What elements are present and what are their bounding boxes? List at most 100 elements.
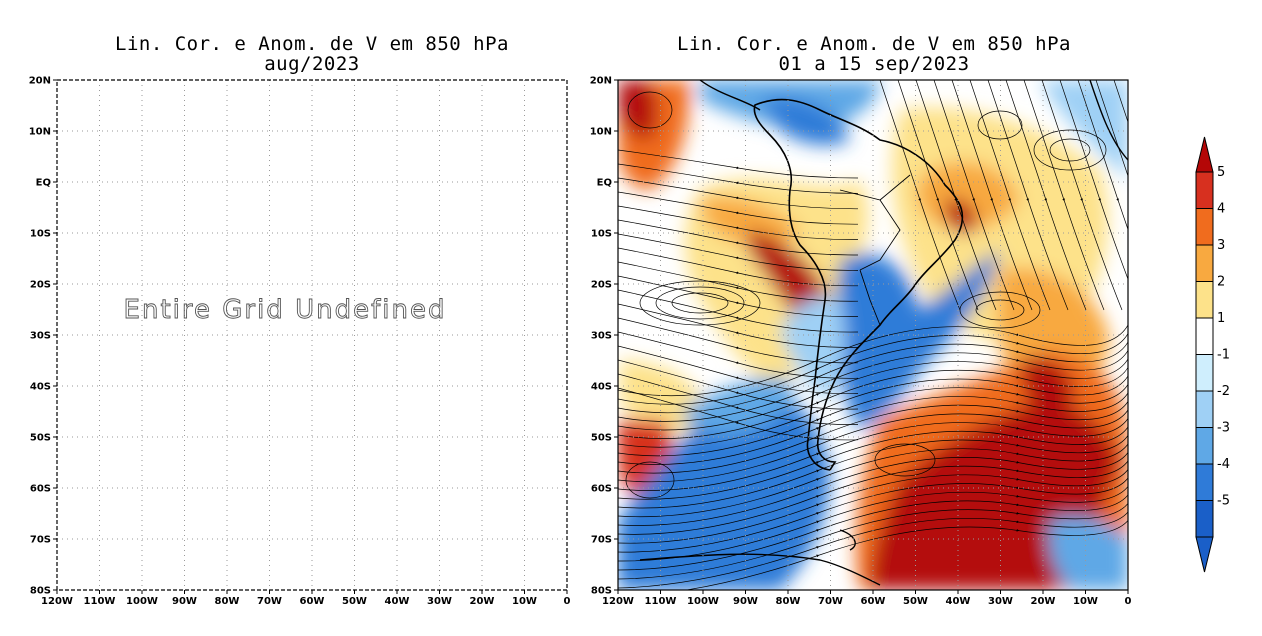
colorbar-label: -2 xyxy=(1217,384,1230,399)
streamline-vortex xyxy=(1033,129,1107,171)
left-y-tick-label: 10S xyxy=(30,229,51,240)
left-title-line2: aug/2023 xyxy=(264,53,360,75)
streamline xyxy=(618,375,1128,448)
streamline xyxy=(618,275,859,317)
right-x-tick-label: 20W xyxy=(1031,596,1056,607)
colorbar-label: 5 xyxy=(1217,165,1225,180)
streamline xyxy=(618,177,859,210)
streamline xyxy=(618,367,1128,439)
right-y-tick-label: 60S xyxy=(591,484,612,495)
right-x-tick-label: 80W xyxy=(776,596,801,607)
right-x-tick-label: 30W xyxy=(988,596,1013,607)
right-y-tick-label: EQ xyxy=(597,178,612,189)
streamline xyxy=(897,80,979,311)
streamline xyxy=(618,350,1128,422)
right-y-tick-label: 20N xyxy=(590,76,612,87)
streamline xyxy=(1005,80,1087,311)
left-map-panel: Entire Grid Undefined 120W 110W 100W 90W 80W… xyxy=(29,76,571,608)
anomaly-negative-2b xyxy=(680,377,793,434)
right-y-tick-label: 80S xyxy=(591,586,612,597)
anomaly-strong-positive-4 xyxy=(618,80,658,140)
anomaly-negative-1b xyxy=(1040,80,1128,180)
streamline xyxy=(618,503,1128,580)
streamline-vortex xyxy=(627,91,673,129)
right-y-tick-label: 40S xyxy=(591,382,612,393)
left-y-tick-label: 50S xyxy=(30,433,51,444)
left-x-tick-label: 70W xyxy=(257,596,282,607)
colorbar-segment xyxy=(1195,317,1214,355)
right-title-line1: Lin. Cor. e Anom. de V em 850 hPa xyxy=(677,33,1071,55)
right-x-tick-label: 90W xyxy=(733,596,758,607)
left-x-tick-label: 60W xyxy=(300,596,325,607)
country-borders xyxy=(839,174,911,326)
colorbar-label: 4 xyxy=(1217,202,1225,217)
streamline-vortex xyxy=(1049,138,1091,162)
streamline xyxy=(933,80,1015,311)
right-x-tick-label: 50W xyxy=(903,596,928,607)
colorbar-label: -3 xyxy=(1217,421,1230,436)
africa-outline xyxy=(1089,80,1128,161)
colorbar-segment xyxy=(1195,244,1214,282)
central-america-outline xyxy=(699,80,761,111)
right-x-tick-label: 110W xyxy=(645,596,677,607)
right-x-tick-label: 60W xyxy=(861,596,886,607)
streamline xyxy=(618,205,859,240)
streamline xyxy=(618,149,859,179)
anomaly-strong-positive-3 xyxy=(1020,357,1075,407)
right-x-tick-label: 0 xyxy=(1125,596,1132,607)
colorbar-label: -5 xyxy=(1217,494,1230,509)
streamline xyxy=(618,443,1128,518)
streamline xyxy=(618,324,1128,397)
anomaly-negative-2 xyxy=(618,388,830,590)
streamline-vortex xyxy=(639,280,761,326)
streamline xyxy=(618,460,1128,535)
streamline xyxy=(1113,80,1128,124)
streamline xyxy=(618,384,1128,457)
streamlines xyxy=(618,80,1128,590)
left-panel-title: Lin. Cor. e Anom. de V em 850 hPa aug/20… xyxy=(56,34,568,74)
streamline-vortex xyxy=(959,291,1041,329)
streamline xyxy=(1059,80,1128,281)
right-y-tick-label: 30S xyxy=(591,331,612,342)
colorbar: 5 4 3 2 1 -1 -2 -3 -4 -5 xyxy=(1195,136,1230,573)
right-x-tick-label: 10W xyxy=(1073,596,1098,607)
left-y-tick-label: 20S xyxy=(30,280,51,291)
left-x-tick-label: 80W xyxy=(215,596,240,607)
colorbar-segment xyxy=(1195,281,1214,319)
streamline xyxy=(618,233,859,271)
left-grid xyxy=(57,80,567,590)
streamline-vortex xyxy=(874,443,936,477)
colorbar-label: 1 xyxy=(1217,311,1225,326)
left-y-tick-label: 70S xyxy=(30,535,51,546)
streamline xyxy=(618,494,1128,571)
left-x-tick-label: 100W xyxy=(126,596,158,607)
streamline xyxy=(1095,80,1128,178)
right-title-line2: 01 a 15 sep/2023 xyxy=(778,53,970,75)
streamline xyxy=(1041,80,1123,311)
left-x-tick-label: 90W xyxy=(172,596,197,607)
right-map-panel: 120W 110W 100W 90W 80W 70W 60W 50W 40W 30W 20W 10W 0… xyxy=(590,76,1132,608)
left-y-tick-label: 30S xyxy=(30,331,51,342)
streamline xyxy=(618,477,1128,553)
colorbar-label: -4 xyxy=(1217,457,1230,472)
streamline xyxy=(618,469,1128,544)
right-x-tick-label: 100W xyxy=(687,596,719,607)
streamline xyxy=(618,426,1128,500)
left-y-tick-label: 40S xyxy=(30,382,51,393)
streamline-vortex xyxy=(625,461,675,499)
streamline xyxy=(618,511,1128,589)
streamline xyxy=(618,289,859,333)
left-x-tick-label: 0 xyxy=(564,596,571,607)
right-y-tick-label: 50S xyxy=(591,433,612,444)
streamline xyxy=(618,392,1128,465)
streamline xyxy=(684,520,1128,590)
right-panel-title: Lin. Cor. e Anom. de V em 850 hPa 01 a 1… xyxy=(618,34,1130,74)
streamline xyxy=(618,486,1128,562)
anomaly-strong-positive-5 xyxy=(945,199,976,234)
streamline xyxy=(618,358,1128,431)
colorbar-segment xyxy=(1195,427,1214,465)
colorbar-segment xyxy=(1195,500,1214,538)
anomaly-negative-5 xyxy=(1048,516,1128,590)
streamline-vortex xyxy=(655,286,745,320)
left-y-tick-label: 80S xyxy=(30,586,51,597)
